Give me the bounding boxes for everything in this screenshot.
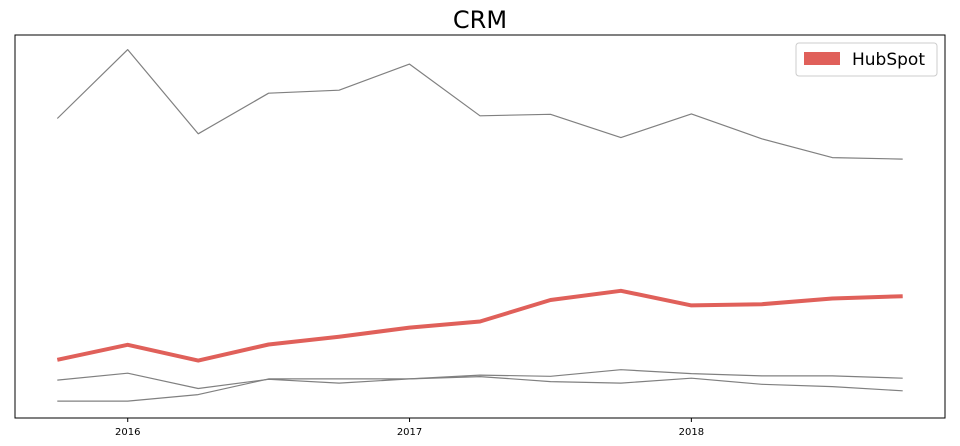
legend-swatch-hubspot [804, 52, 840, 65]
series-layer [56, 48, 903, 402]
plot-area-frame [14, 34, 946, 419]
x-tick-label: 2017 [397, 427, 422, 438]
legend-box [795, 42, 938, 77]
legend-label-hubspot: HubSpot [852, 50, 925, 70]
x-axis: 2016 2017 2018 [115, 418, 704, 438]
legend: HubSpot [795, 42, 938, 77]
series-line-other-3 [57, 376, 903, 402]
series-line-other-2 [57, 369, 903, 390]
x-tick-label: 2018 [679, 427, 704, 438]
series-line-hubspot [56, 288, 903, 363]
x-tick-label: 2016 [115, 427, 140, 438]
series-line-other-1 [56, 48, 903, 160]
chart-title: CRM [453, 6, 507, 34]
